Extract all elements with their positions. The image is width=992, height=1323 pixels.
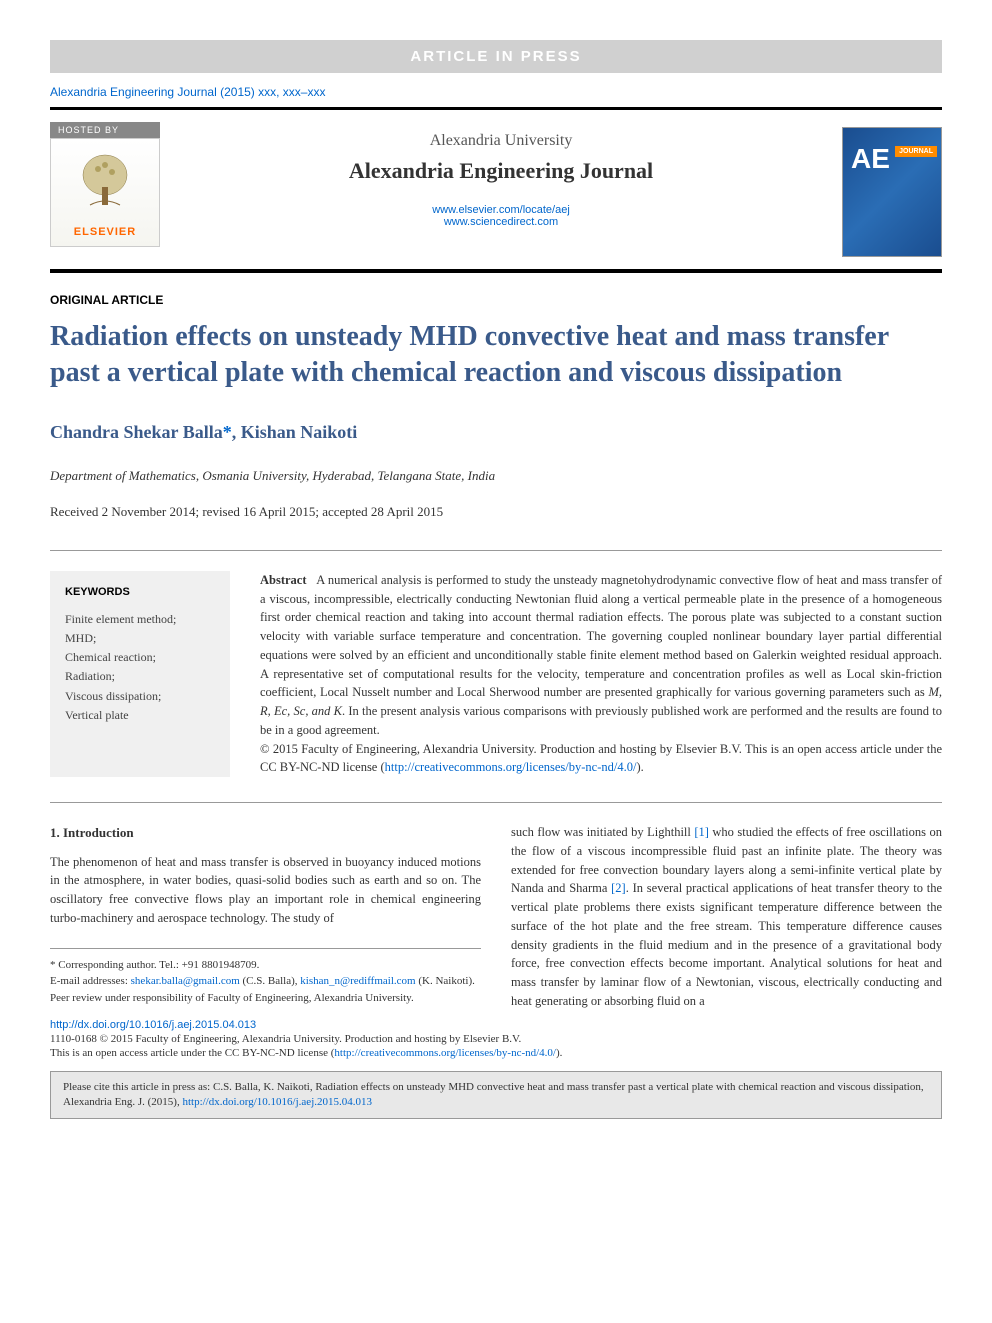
journal-cover-box: AE JOURNAL (842, 122, 942, 257)
affiliation: Department of Mathematics, Osmania Unive… (50, 468, 942, 484)
intro-p1: The phenomenon of heat and mass transfer… (50, 853, 481, 928)
journal-links: www.elsevier.com/locate/aej www.scienced… (180, 204, 822, 228)
corresponding-author: * Corresponding author. Tel.: +91 880194… (50, 957, 481, 974)
header-center: Alexandria University Alexandria Enginee… (180, 122, 822, 228)
journal-reference: Alexandria Engineering Journal (2015) xx… (50, 85, 942, 99)
elsevier-logo: ELSEVIER (50, 138, 160, 247)
cover-ae-text: AE (851, 143, 890, 175)
cover-journal-text: JOURNAL (895, 146, 937, 157)
author-2: Kishan Naikoti (241, 422, 358, 442)
footnotes: * Corresponding author. Tel.: +91 880194… (50, 948, 481, 1007)
emails-line: E-mail addresses: shekar.balla@gmail.com… (50, 973, 481, 990)
abstract-body-2: . In the present analysis various compar… (260, 704, 942, 737)
journal-link-elsevier[interactable]: www.elsevier.com/locate/aej (180, 204, 822, 216)
header-rule-bottom (50, 269, 942, 273)
body-col-left: 1. Introduction The phenomenon of heat a… (50, 823, 481, 1011)
intro-p2a: such flow was initiated by Lighthill (511, 825, 694, 839)
authors: Chandra Shekar Balla*, Kishan Naikoti (50, 422, 942, 443)
bottom-close: ). (556, 1047, 562, 1059)
abstract-row: KEYWORDS Finite element method; MHD; Che… (50, 571, 942, 777)
email-1[interactable]: shekar.balla@gmail.com (131, 975, 240, 987)
divider-1 (50, 550, 942, 551)
article-type: ORIGINAL ARTICLE (50, 293, 942, 307)
peer-review: Peer review under responsibility of Facu… (50, 990, 481, 1007)
abstract-label: Abstract (260, 573, 307, 587)
email-2[interactable]: kishan_n@rediffmail.com (300, 975, 415, 987)
ref-2[interactable]: [2] (611, 881, 626, 895)
bottom-copyright-2: This is an open access article under the… (50, 1047, 942, 1059)
intro-p2c: . In several practical applications of h… (511, 881, 942, 1008)
bottom-copyright-1: 1110-0168 © 2015 Faculty of Engineering,… (50, 1033, 942, 1045)
article-title: Radiation effects on unsteady MHD convec… (50, 319, 942, 392)
doi-url[interactable]: http://dx.doi.org/10.1016/j.aej.2015.04.… (50, 1019, 256, 1031)
article-dates: Received 2 November 2014; revised 16 Apr… (50, 504, 942, 520)
hosted-by-label: HOSTED BY (50, 122, 160, 138)
divider-2 (50, 802, 942, 803)
email-2-name: (K. Naikoti). (416, 975, 475, 987)
ref-1[interactable]: [1] (694, 825, 709, 839)
body-columns: 1. Introduction The phenomenon of heat a… (50, 823, 942, 1011)
hosted-by-box: HOSTED BY ELSEVIER (50, 122, 160, 247)
license-link[interactable]: http://creativecommons.org/licenses/by-n… (385, 760, 637, 774)
keywords-heading: KEYWORDS (65, 586, 215, 598)
journal-link-sciencedirect[interactable]: www.sciencedirect.com (180, 216, 822, 228)
abstract-body-1: A numerical analysis is performed to stu… (260, 573, 942, 700)
page-container: ARTICLE IN PRESS Alexandria Engineering … (0, 0, 992, 1139)
elsevier-tree-icon (70, 147, 140, 217)
doi-link[interactable]: http://dx.doi.org/10.1016/j.aej.2015.04.… (50, 1019, 942, 1031)
bottom-license-link[interactable]: http://creativecommons.org/licenses/by-n… (334, 1047, 556, 1059)
author-sep: , (232, 422, 241, 442)
bottom-copyright-2-text: This is an open access article under the… (50, 1047, 334, 1059)
intro-heading: 1. Introduction (50, 823, 481, 843)
intro-p2: such flow was initiated by Lighthill [1]… (511, 823, 942, 1011)
email-label: E-mail addresses: (50, 975, 131, 987)
article-in-press-banner: ARTICLE IN PRESS (50, 40, 942, 73)
elsevier-text: ELSEVIER (59, 226, 151, 238)
author-1: Chandra Shekar Balla (50, 422, 223, 442)
keywords-box: KEYWORDS Finite element method; MHD; Che… (50, 571, 230, 777)
university-name: Alexandria University (180, 132, 822, 150)
corresponding-star: * (223, 422, 232, 442)
abstract-close: ). (636, 760, 643, 774)
header-row: HOSTED BY ELSEVIER Alexandria University… (50, 122, 942, 257)
keywords-list: Finite element method; MHD; Chemical rea… (65, 610, 215, 725)
header-rule-top (50, 107, 942, 110)
body-col-right: such flow was initiated by Lighthill [1]… (511, 823, 942, 1011)
journal-name: Alexandria Engineering Journal (180, 158, 822, 184)
cite-url[interactable]: http://dx.doi.org/10.1016/j.aej.2015.04.… (182, 1096, 372, 1108)
journal-cover-image: AE JOURNAL (842, 127, 942, 257)
citation-box: Please cite this article in press as: C.… (50, 1071, 942, 1120)
email-1-name: (C.S. Balla), (240, 975, 301, 987)
abstract-text: Abstract A numerical analysis is perform… (260, 571, 942, 777)
